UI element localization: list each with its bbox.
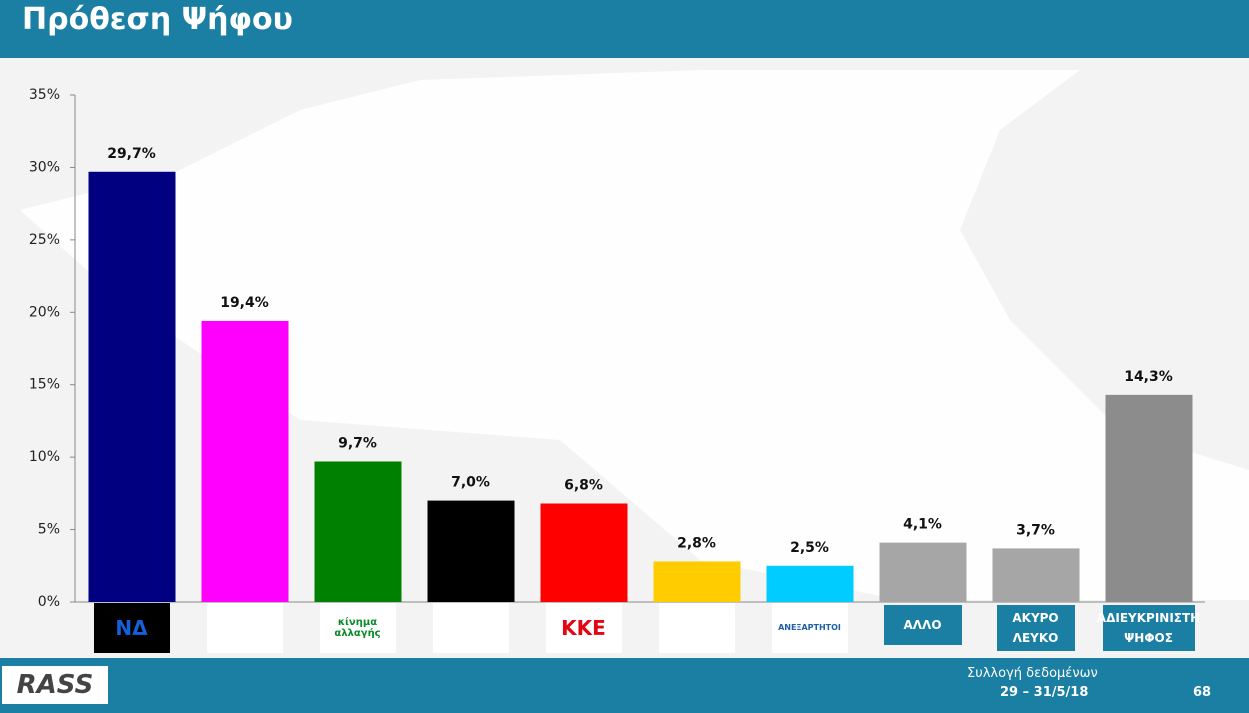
value-label: 2,5% [790, 540, 829, 556]
category-label: κίνημα αλλαγής [319, 603, 396, 653]
category-label: ΑΝΕΞΑΡΤΗΤΟΙ [771, 603, 848, 653]
bar [879, 542, 967, 602]
y-tick-label: 5% [38, 522, 60, 538]
bar [992, 548, 1080, 602]
bar [1105, 394, 1193, 602]
logo: RASS [2, 666, 108, 704]
map-background [20, 70, 1249, 600]
category-label [658, 603, 735, 653]
dates: 29 – 31/5/18 [1000, 685, 1089, 700]
y-tick-label: 25% [29, 232, 60, 248]
category-label: ΝΔ [93, 603, 170, 653]
y-tick-label: 15% [29, 377, 60, 393]
bar [88, 171, 176, 602]
value-label: 29,7% [107, 146, 156, 162]
bar [201, 320, 289, 602]
value-label: 14,3% [1124, 369, 1173, 385]
header-bar: Πρόθεση Ψήφου [0, 0, 1249, 58]
bar [540, 503, 628, 602]
value-label: 7,0% [451, 475, 490, 491]
title: Πρόθεση Ψήφου [22, 2, 293, 37]
value-label: 2,8% [677, 535, 716, 551]
page-number: 68 [1193, 685, 1212, 700]
y-tick-label: 30% [29, 159, 60, 175]
y-tick-label: 0% [38, 594, 60, 610]
value-label: 4,1% [903, 517, 942, 533]
y-tick-label: 20% [29, 304, 60, 320]
value-label: 19,4% [220, 295, 269, 311]
value-label: 6,8% [564, 477, 603, 493]
bar [314, 461, 402, 602]
category-label: ΚΚΕ [545, 603, 622, 653]
y-tick-label: 35% [29, 87, 60, 103]
y-tick-label: 10% [29, 449, 60, 465]
source: Συλλογή δεδομένων [967, 666, 1098, 681]
category-label: ΑΚΥΡΟ ΛΕΥΚΟ [996, 605, 1075, 651]
category-label [432, 603, 509, 653]
category-label: ΑΔΙΕΥΚΡΙΝΙΣΤΗ ΨΗΦΟΣ [1097, 605, 1200, 651]
bar [766, 565, 854, 602]
bar [653, 561, 741, 602]
category-label [206, 603, 283, 653]
category-label: ΑΛΛΟ [883, 605, 962, 645]
bar [427, 500, 515, 602]
value-label: 3,7% [1016, 522, 1055, 538]
value-label: 9,7% [338, 435, 377, 451]
footer-bar: RASS Συλλογή δεδομένων 29 – 31/5/18 68 [0, 658, 1249, 713]
